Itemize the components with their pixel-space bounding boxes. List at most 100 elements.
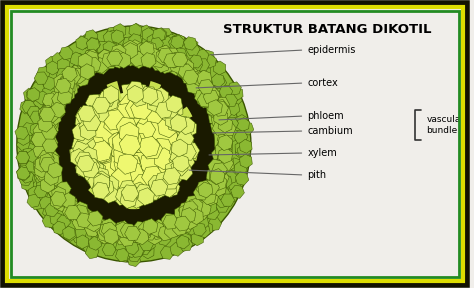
Polygon shape <box>56 68 70 81</box>
Polygon shape <box>84 222 100 236</box>
Polygon shape <box>44 160 59 175</box>
Polygon shape <box>35 156 49 172</box>
Polygon shape <box>94 174 109 192</box>
Polygon shape <box>182 201 198 216</box>
Polygon shape <box>116 248 129 262</box>
Polygon shape <box>126 244 138 258</box>
Polygon shape <box>129 190 145 208</box>
Polygon shape <box>166 164 183 181</box>
Polygon shape <box>86 216 100 232</box>
Circle shape <box>74 84 193 204</box>
Polygon shape <box>91 105 109 122</box>
Polygon shape <box>170 148 187 166</box>
Polygon shape <box>235 141 247 155</box>
Polygon shape <box>194 71 208 87</box>
Polygon shape <box>45 101 60 117</box>
Polygon shape <box>116 117 138 138</box>
Polygon shape <box>155 51 169 67</box>
Polygon shape <box>234 131 248 143</box>
Polygon shape <box>87 106 105 122</box>
Polygon shape <box>104 113 124 134</box>
Polygon shape <box>148 229 162 245</box>
Polygon shape <box>55 182 71 196</box>
Polygon shape <box>72 136 89 154</box>
Polygon shape <box>34 72 48 84</box>
Polygon shape <box>193 86 209 101</box>
Polygon shape <box>63 226 75 240</box>
Polygon shape <box>195 81 211 96</box>
Polygon shape <box>73 226 87 239</box>
Polygon shape <box>216 105 231 121</box>
Polygon shape <box>193 186 209 200</box>
Polygon shape <box>76 159 91 177</box>
Polygon shape <box>173 154 189 172</box>
Polygon shape <box>179 233 191 247</box>
Wedge shape <box>88 177 107 197</box>
Polygon shape <box>97 179 114 196</box>
Polygon shape <box>178 218 193 232</box>
Polygon shape <box>64 227 76 241</box>
Wedge shape <box>174 94 209 124</box>
Polygon shape <box>218 135 233 151</box>
Polygon shape <box>33 124 49 139</box>
Polygon shape <box>204 87 220 102</box>
Polygon shape <box>218 151 232 167</box>
Polygon shape <box>213 160 229 175</box>
Polygon shape <box>26 160 39 172</box>
Polygon shape <box>235 172 249 185</box>
Polygon shape <box>45 116 59 132</box>
Polygon shape <box>74 71 90 85</box>
Polygon shape <box>50 104 65 119</box>
Polygon shape <box>54 196 68 212</box>
Wedge shape <box>96 64 123 98</box>
Polygon shape <box>83 105 100 123</box>
Polygon shape <box>186 222 198 236</box>
Polygon shape <box>203 89 219 104</box>
Polygon shape <box>235 145 248 159</box>
Polygon shape <box>210 119 226 135</box>
Polygon shape <box>231 185 245 198</box>
Polygon shape <box>131 182 147 200</box>
Polygon shape <box>197 70 212 86</box>
Polygon shape <box>105 228 120 244</box>
Polygon shape <box>162 52 177 68</box>
Polygon shape <box>65 69 81 84</box>
Polygon shape <box>172 220 188 236</box>
Polygon shape <box>175 163 193 180</box>
Polygon shape <box>85 137 107 157</box>
Polygon shape <box>213 186 227 199</box>
Polygon shape <box>57 212 71 226</box>
Polygon shape <box>208 110 223 126</box>
Polygon shape <box>61 79 75 95</box>
Polygon shape <box>205 88 220 103</box>
Polygon shape <box>28 186 41 200</box>
Polygon shape <box>125 241 139 255</box>
Polygon shape <box>208 103 222 119</box>
Polygon shape <box>129 46 144 62</box>
Polygon shape <box>36 166 52 180</box>
Polygon shape <box>64 206 81 220</box>
Polygon shape <box>218 130 232 146</box>
Polygon shape <box>153 28 165 42</box>
Polygon shape <box>116 137 137 156</box>
Polygon shape <box>119 232 135 246</box>
Polygon shape <box>113 24 126 38</box>
Polygon shape <box>145 103 166 124</box>
Polygon shape <box>34 185 48 198</box>
Polygon shape <box>34 156 50 170</box>
Polygon shape <box>95 56 110 70</box>
Polygon shape <box>185 38 198 52</box>
Polygon shape <box>192 223 206 236</box>
Polygon shape <box>45 115 59 130</box>
Polygon shape <box>31 132 47 147</box>
Polygon shape <box>39 153 54 169</box>
Polygon shape <box>211 112 226 128</box>
Polygon shape <box>73 141 91 157</box>
Polygon shape <box>73 201 88 217</box>
Polygon shape <box>44 170 59 185</box>
Polygon shape <box>18 131 29 145</box>
Polygon shape <box>130 99 152 120</box>
Polygon shape <box>179 238 193 251</box>
Polygon shape <box>211 180 227 195</box>
Wedge shape <box>179 148 198 161</box>
